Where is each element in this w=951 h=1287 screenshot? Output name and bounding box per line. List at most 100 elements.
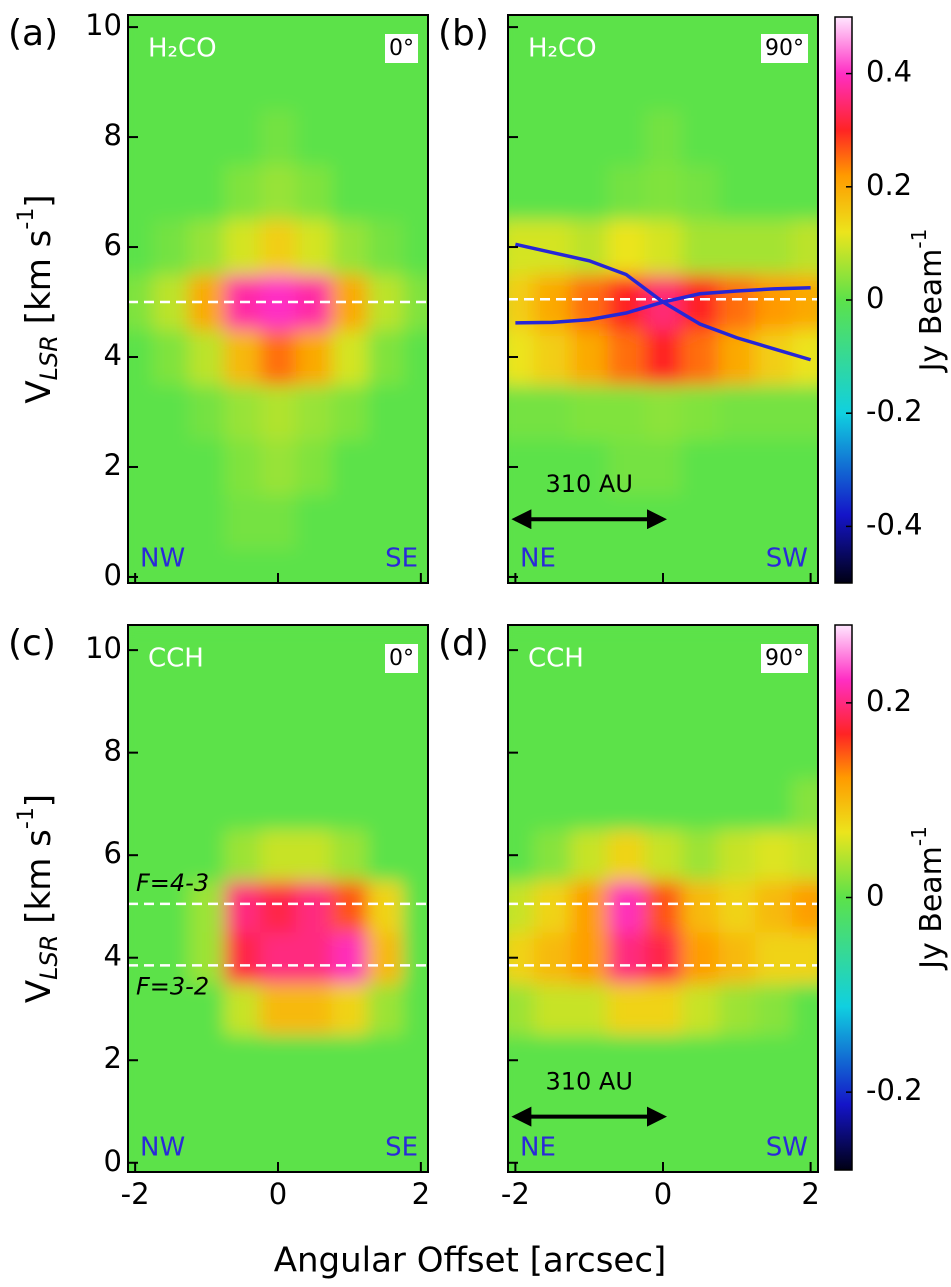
angle-label: 90°: [765, 36, 804, 61]
heatmap-cell: [755, 880, 793, 933]
heatmap-cell: [681, 219, 719, 276]
heatmap-cell: [644, 164, 682, 221]
heatmap-cell: [681, 494, 719, 550]
heatmap-cell: [644, 15, 682, 56]
heatmap-cell: [681, 329, 719, 386]
heatmap-cell: [792, 54, 818, 111]
heatmap-cell: [533, 1034, 572, 1087]
direction-label: NE: [520, 544, 556, 574]
heatmap-cell: [295, 164, 333, 221]
heatmap-cell: [128, 1137, 154, 1172]
heatmap-cell: [718, 164, 756, 221]
molecule-label: CCH: [148, 644, 204, 674]
heatmap-cell: [224, 932, 261, 984]
heatmap-cell: [403, 829, 428, 882]
heatmap-cell: [607, 880, 646, 933]
heatmap-cell: [533, 109, 572, 166]
heatmap: [508, 15, 818, 583]
molecule-label: CCH: [528, 644, 584, 674]
heatmap-cell: [607, 494, 646, 550]
colorbar-tick-label: 0.4: [866, 55, 912, 89]
heatmap-cell: [188, 932, 225, 984]
x-tick-label: 2: [801, 1177, 819, 1211]
heatmap-cell: [533, 384, 572, 440]
heatmap-cell: [403, 164, 428, 221]
heatmap: [508, 625, 818, 1172]
heatmap-cell: [153, 164, 190, 221]
y-label-end: ]: [19, 194, 59, 207]
heatmap-cell: [533, 15, 572, 56]
angle-label: 90°: [765, 646, 804, 671]
heatmap-cell: [128, 983, 154, 1036]
heatmap-cell: [188, 15, 225, 56]
heatmap-cell: [570, 109, 609, 166]
x-tick-label: 2: [412, 1177, 430, 1211]
heatmap-cell: [533, 625, 572, 677]
heatmap-cell: [755, 675, 793, 728]
y-tick-label: 10: [85, 8, 122, 42]
heatmap-cell: [644, 329, 682, 386]
heatmap-cell: [644, 54, 682, 111]
heatmap-cell: [367, 109, 404, 166]
heatmap-cell: [607, 109, 646, 166]
heatmap-cell: [153, 778, 190, 831]
heatmap-cell: [533, 778, 572, 831]
heatmap-cell: [644, 1085, 682, 1138]
heatmap-cell: [718, 727, 756, 779]
heatmap-cell: [188, 727, 225, 779]
heatmap-cell: [260, 54, 297, 111]
heatmap: [128, 15, 428, 583]
heatmap-cell: [224, 439, 261, 495]
heatmap-cell: [755, 384, 793, 440]
heatmap-cell: [570, 384, 609, 440]
heatmap-cell: [644, 439, 682, 495]
heatmap-cell: [644, 778, 682, 831]
heatmap-cell: [792, 829, 818, 882]
heatmap-cell: [260, 829, 297, 882]
heatmap-cell: [681, 829, 719, 882]
heatmap-cell: [755, 932, 793, 984]
heatmap-cell: [224, 625, 261, 677]
heatmap-cell: [755, 549, 793, 583]
heatmap-cell: [755, 494, 793, 550]
heatmap-cell: [644, 109, 682, 166]
heatmap-cell: [681, 1034, 719, 1087]
heatmap-cell: [644, 384, 682, 440]
heatmap: [128, 625, 428, 1172]
angle-box: [385, 644, 418, 673]
heatmap-cell: [224, 675, 261, 728]
heatmap-cell: [755, 1137, 793, 1172]
heatmap-cell: [508, 1137, 535, 1172]
heatmap-cell: [153, 494, 190, 550]
heatmap-cell: [260, 15, 297, 56]
heatmap-cell: [128, 494, 154, 550]
heatmap-cell: [570, 494, 609, 550]
y-tick-label: 6: [104, 836, 122, 870]
heatmap-cell: [295, 727, 333, 779]
heatmap-cell: [508, 54, 535, 111]
heatmap-cell: [188, 1034, 225, 1087]
heatmap-cell: [607, 932, 646, 984]
heatmap-cell: [533, 1137, 572, 1172]
heatmap-cell: [403, 727, 428, 779]
colorbar-tick-label: -0.2: [866, 394, 923, 428]
heatmap-cell: [153, 675, 190, 728]
heatmap-cell: [718, 829, 756, 882]
heatmap-cell: [718, 439, 756, 495]
heatmap-cell: [792, 675, 818, 728]
heatmap-cell: [128, 54, 154, 111]
heatmap-cell: [331, 829, 368, 882]
heatmap-cell: [403, 54, 428, 111]
molecule-label: H₂CO: [148, 34, 217, 64]
heatmap-cell: [607, 778, 646, 831]
y-label-main: V: [19, 980, 59, 1003]
heatmap-cell: [792, 727, 818, 779]
heatmap-cell: [681, 54, 719, 111]
direction-label: NW: [140, 1133, 185, 1163]
x-tick-label: 0: [269, 1177, 287, 1211]
heatmap-cell: [403, 329, 428, 386]
heatmap-cell: [755, 983, 793, 1036]
heatmap-cell: [533, 727, 572, 779]
heatmap-cell: [331, 1137, 368, 1172]
